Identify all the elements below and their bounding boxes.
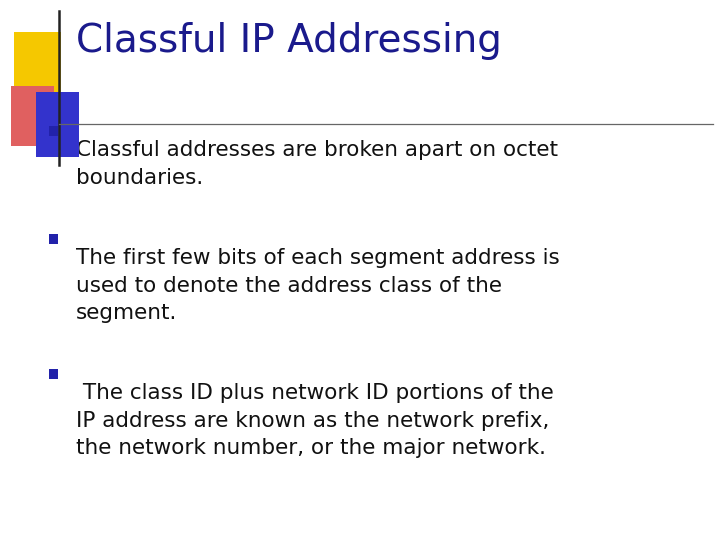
Text: The class ID plus network ID portions of the
IP address are known as the network: The class ID plus network ID portions of… [76, 383, 554, 458]
Text: Classful IP Addressing: Classful IP Addressing [76, 22, 501, 59]
Text: The first few bits of each segment address is
used to denote the address class o: The first few bits of each segment addre… [76, 248, 559, 323]
Text: Classful addresses are broken apart on octet
boundaries.: Classful addresses are broken apart on o… [76, 140, 557, 187]
